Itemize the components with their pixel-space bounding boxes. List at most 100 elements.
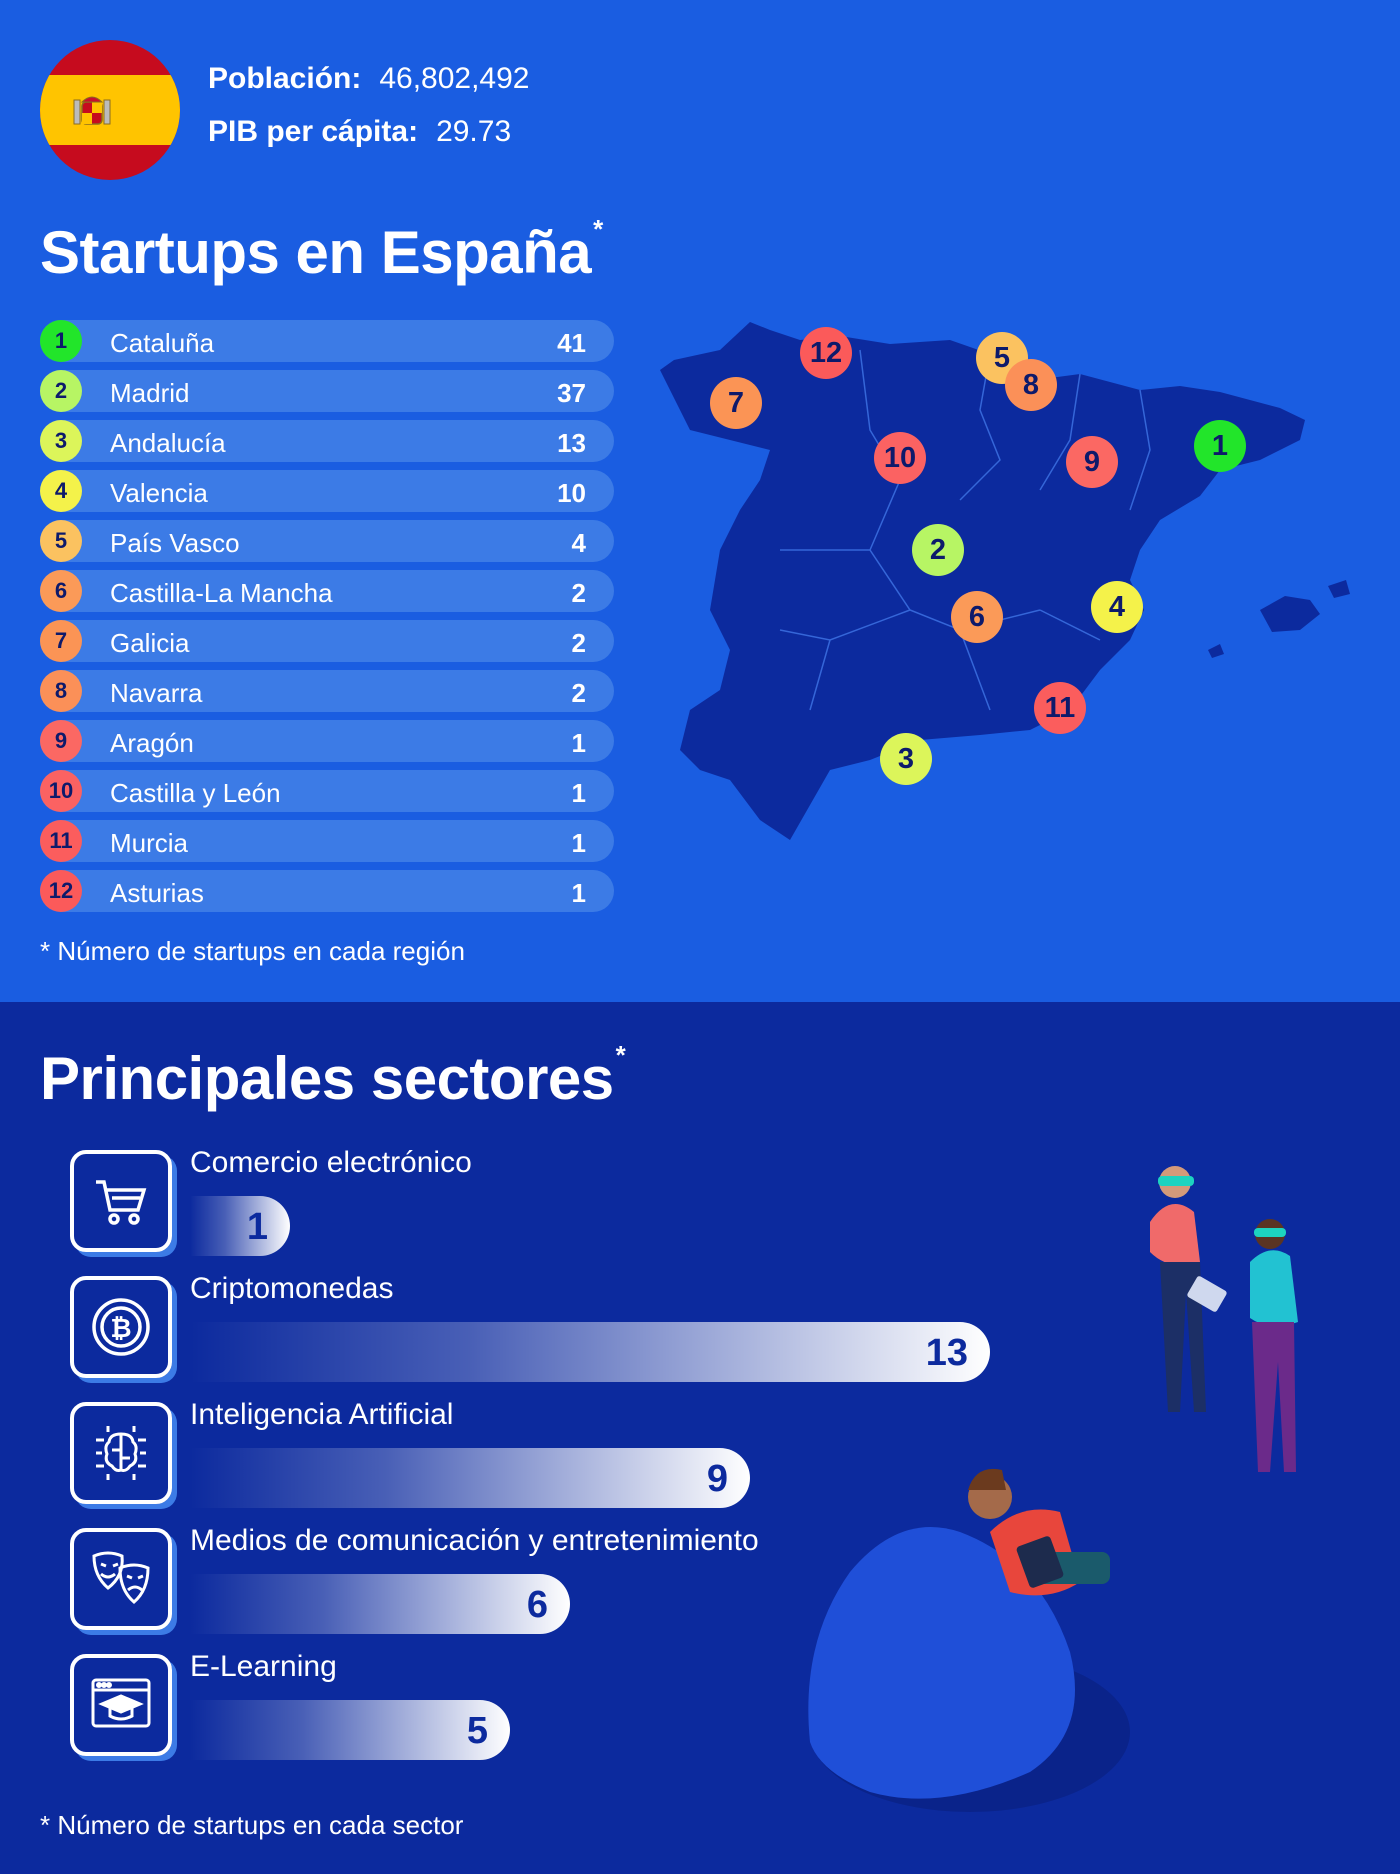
theater-masks-icon bbox=[70, 1528, 172, 1630]
region-rank-badge: 7 bbox=[40, 620, 82, 662]
region-value: 41 bbox=[557, 328, 586, 358]
map-pin: 2 bbox=[912, 524, 964, 576]
e-learning-icon bbox=[70, 1654, 172, 1756]
region-rank-badge: 6 bbox=[40, 570, 82, 612]
sector-label: E-Learning bbox=[190, 1650, 337, 1683]
gdp-stat: PIB per cápita: 29.73 bbox=[208, 115, 511, 149]
region-value: 2 bbox=[571, 628, 586, 658]
region-name: País Vasco bbox=[110, 528, 240, 558]
sectors-title-mark: * bbox=[615, 1040, 626, 1070]
population-value: 46,802,492 bbox=[379, 62, 530, 95]
gdp-label: PIB per cápita: bbox=[208, 115, 419, 148]
sector-bar: 5 bbox=[190, 1700, 510, 1760]
region-row: 1 Cataluña 41 bbox=[40, 320, 614, 362]
region-rank-badge: 3 bbox=[40, 420, 82, 462]
region-name: Andalucía bbox=[110, 428, 226, 458]
region-value: 1 bbox=[571, 828, 586, 858]
region-name: Galicia bbox=[110, 628, 190, 658]
region-name: Castilla y León bbox=[110, 778, 281, 808]
region-name: Valencia bbox=[110, 478, 208, 508]
region-name: Castilla-La Mancha bbox=[110, 578, 333, 608]
map-pin: 4 bbox=[1091, 581, 1143, 633]
sector-bar: 1 bbox=[190, 1196, 290, 1256]
sector-label: Medios de comunicación y entretenimiento bbox=[190, 1524, 759, 1557]
map-pin: 12 bbox=[800, 327, 852, 379]
region-name: Cataluña bbox=[110, 328, 215, 358]
sector-bar: 13 bbox=[190, 1322, 990, 1382]
region-value: 10 bbox=[557, 478, 586, 508]
ai-chip-icon bbox=[70, 1402, 172, 1504]
region-row: 5 País Vasco 4 bbox=[40, 520, 614, 562]
region-name: Navarra bbox=[110, 678, 203, 708]
regions-title-text: Startups en España bbox=[40, 219, 592, 286]
map-pin: 9 bbox=[1066, 436, 1118, 488]
region-value: 4 bbox=[571, 528, 586, 558]
region-row: 7 Galicia 2 bbox=[40, 620, 614, 662]
map-pin: 3 bbox=[880, 733, 932, 785]
sectors-title: Principales sectores* bbox=[40, 1040, 626, 1113]
map-pin: 5 bbox=[976, 332, 1028, 384]
sector-label: Inteligencia Artificial bbox=[190, 1398, 454, 1431]
region-rank-badge: 9 bbox=[40, 720, 82, 762]
region-name: Aragón bbox=[110, 728, 194, 758]
sector-value: 6 bbox=[526, 1584, 548, 1626]
region-name: Madrid bbox=[110, 378, 190, 408]
region-rank-badge: 5 bbox=[40, 520, 82, 562]
sector-bar: 6 bbox=[190, 1574, 570, 1634]
region-row: 3 Andalucía 13 bbox=[40, 420, 614, 462]
region-rank-badge: 11 bbox=[40, 820, 82, 862]
region-value: 2 bbox=[571, 678, 586, 708]
sector-value: 13 bbox=[925, 1332, 968, 1374]
map-pin: 11 bbox=[1034, 682, 1086, 734]
region-row: 4 Valencia 10 bbox=[40, 470, 614, 512]
regions-section: Población: 46,802,492 PIB per cápita: 29.7… bbox=[0, 0, 1400, 1002]
region-name: Asturias bbox=[110, 878, 204, 908]
regions-footnote: * Número de startups en cada región bbox=[40, 936, 465, 966]
sector-label: Criptomonedas bbox=[190, 1272, 394, 1305]
regions-title-mark: * bbox=[593, 214, 603, 244]
region-value: 2 bbox=[571, 578, 586, 608]
sector-value: 5 bbox=[466, 1710, 488, 1752]
shopping-cart-icon bbox=[70, 1150, 172, 1252]
region-rank-badge: 4 bbox=[40, 470, 82, 512]
region-rank-badge: 1 bbox=[40, 320, 82, 362]
sector-bar: 9 bbox=[190, 1448, 750, 1508]
region-row: 6 Castilla-La Mancha 2 bbox=[40, 570, 614, 612]
region-rank-badge: 10 bbox=[40, 770, 82, 812]
map-pin: 7 bbox=[710, 377, 762, 429]
region-rank-badge: 12 bbox=[40, 870, 82, 912]
population-stat: Población: 46,802,492 bbox=[208, 62, 530, 96]
region-rank-badge: 8 bbox=[40, 670, 82, 712]
region-row: 10 Castilla y León 1 bbox=[40, 770, 614, 812]
regions-title: Startups en España* bbox=[40, 214, 603, 287]
sectors-footnote: * Número de startups en cada sector bbox=[40, 1810, 464, 1840]
svg-text:₿: ₿ bbox=[110, 1314, 131, 1344]
gdp-value: 29.73 bbox=[436, 115, 512, 148]
region-row: 8 Navarra 2 bbox=[40, 670, 614, 712]
map-pin: 6 bbox=[951, 591, 1003, 643]
spain-flag-icon bbox=[40, 40, 180, 180]
map-pin: 8 bbox=[1005, 359, 1057, 411]
spain-map: 1 2 3 4 5 6 7 8 9 10 11 12 bbox=[660, 310, 1370, 850]
region-name: Murcia bbox=[110, 828, 189, 858]
region-row: 9 Aragón 1 bbox=[40, 720, 614, 762]
population-label: Población: bbox=[208, 62, 362, 95]
sectors-section: Principales sectores* Comercio electróni… bbox=[0, 1002, 1400, 1874]
region-value: 1 bbox=[571, 778, 586, 808]
bitcoin-icon: ₿ bbox=[70, 1276, 172, 1378]
sectors-title-text: Principales sectores bbox=[40, 1045, 614, 1112]
region-row: 2 Madrid 37 bbox=[40, 370, 614, 412]
region-value: 1 bbox=[571, 878, 586, 908]
region-rank-badge: 2 bbox=[40, 370, 82, 412]
sector-value: 1 bbox=[246, 1206, 268, 1248]
region-value: 13 bbox=[557, 428, 586, 458]
map-pin: 1 bbox=[1194, 420, 1246, 472]
people-illustration bbox=[808, 1166, 1298, 1812]
sector-label: Comercio electrónico bbox=[190, 1146, 472, 1179]
region-value: 1 bbox=[571, 728, 586, 758]
region-row: 12 Asturias 1 bbox=[40, 870, 614, 912]
map-pin: 10 bbox=[874, 432, 926, 484]
spain-map-shape bbox=[660, 322, 1350, 840]
region-value: 37 bbox=[557, 378, 586, 408]
sector-value: 9 bbox=[706, 1458, 728, 1500]
